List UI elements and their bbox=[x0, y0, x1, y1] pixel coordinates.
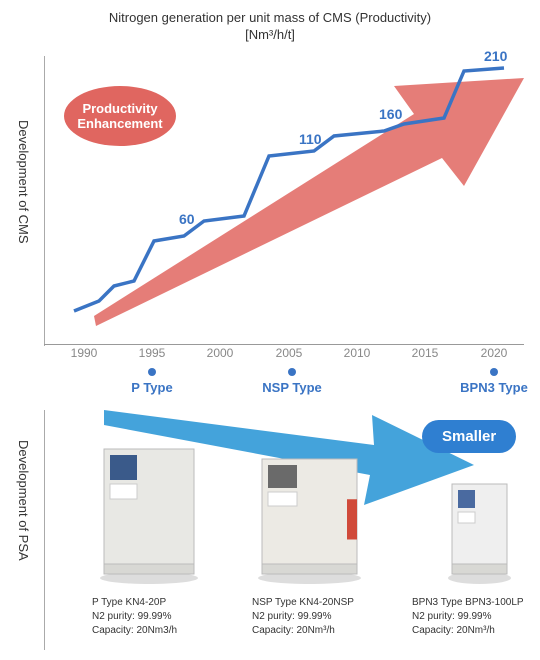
value-label: 60 bbox=[179, 211, 195, 227]
chart-unit: [Nm³/h/t] bbox=[0, 27, 540, 42]
year-label: 2015 bbox=[412, 346, 439, 360]
type-label: NSP Type bbox=[262, 380, 321, 395]
productivity-badge: Productivity Enhancement bbox=[64, 86, 176, 146]
smaller-badge-text: Smaller bbox=[442, 428, 496, 445]
year-label: 1990 bbox=[71, 346, 98, 360]
device-0 bbox=[94, 441, 204, 586]
year-label: 2010 bbox=[344, 346, 371, 360]
year-label: 2000 bbox=[207, 346, 234, 360]
value-label: 160 bbox=[379, 106, 402, 122]
year-label: 2020 bbox=[481, 346, 508, 360]
year-label: 1995 bbox=[139, 346, 166, 360]
value-label: 210 bbox=[484, 48, 507, 64]
device-2 bbox=[442, 476, 517, 586]
chart-title: Nitrogen generation per unit mass of CMS… bbox=[0, 0, 540, 27]
type-dot bbox=[148, 368, 156, 376]
section-label-psa: Development of PSA bbox=[16, 440, 31, 561]
section-label-cms: Development of CMS bbox=[16, 120, 31, 244]
axis-area: 1990 1995 2000 2005 2010 2015 2020 P Type NSP T… bbox=[44, 346, 524, 410]
device-1 bbox=[252, 451, 367, 586]
productivity-badge-text: Productivity Enhancement bbox=[64, 101, 176, 131]
device-specs-0: P Type KN4-20PN2 purity: 99.99%Capacity:… bbox=[92, 596, 177, 638]
type-label: P Type bbox=[131, 380, 172, 395]
device-specs-2: BPN3 Type BPN3-100LPN2 purity: 99.99%Cap… bbox=[412, 596, 524, 638]
year-label: 2005 bbox=[276, 346, 303, 360]
device-specs-1: NSP Type KN4-20NSPN2 purity: 99.99%Capac… bbox=[252, 596, 354, 638]
type-dot bbox=[288, 368, 296, 376]
type-label: BPN3 Type bbox=[460, 380, 528, 395]
type-dot bbox=[490, 368, 498, 376]
smaller-badge: Smaller bbox=[422, 420, 516, 453]
value-label: 110 bbox=[299, 131, 322, 147]
